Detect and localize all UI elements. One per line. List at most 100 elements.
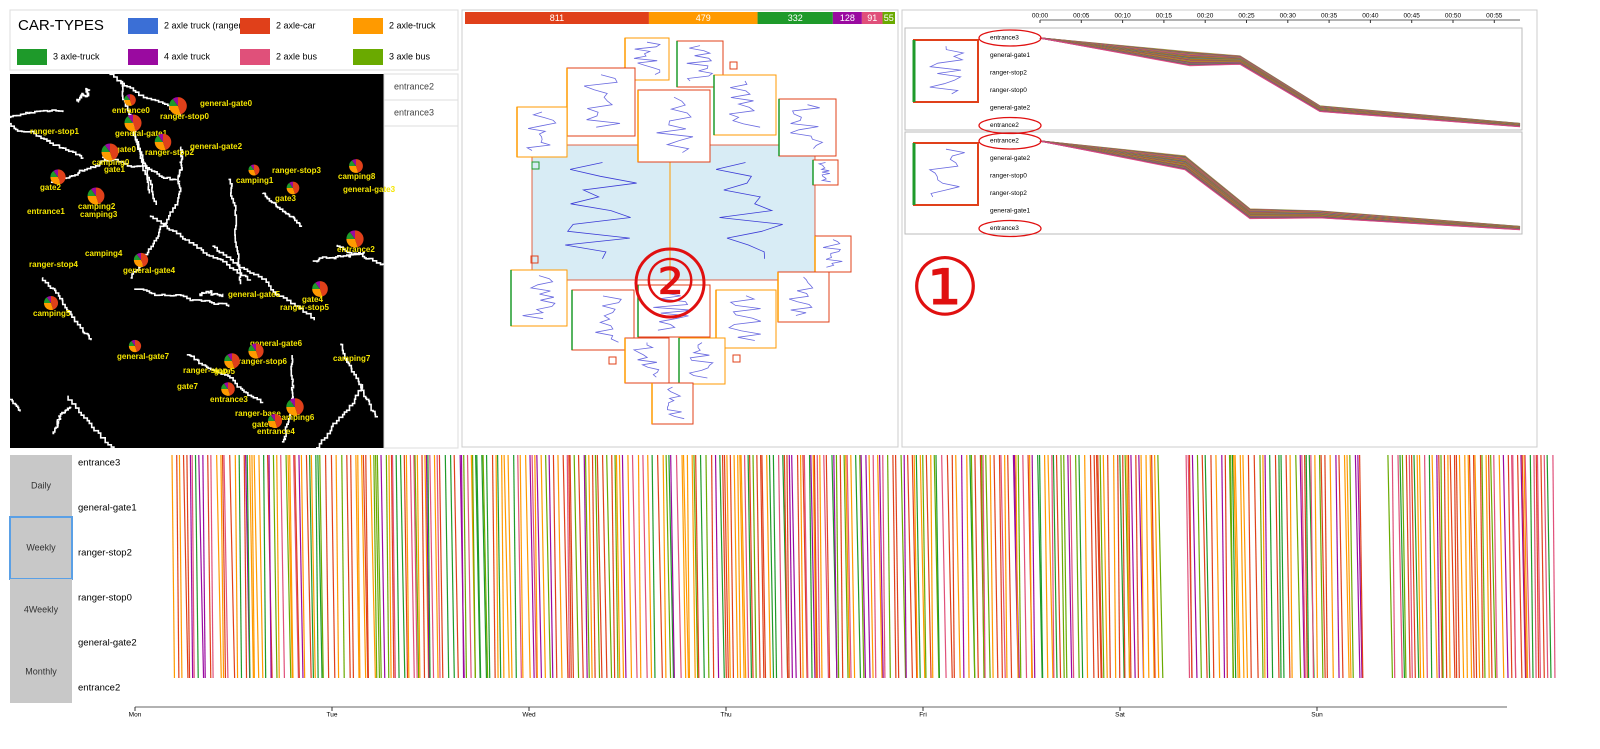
trip-line (220, 454, 225, 679)
trip-line (1299, 454, 1306, 679)
trip-line (360, 454, 367, 679)
trip-line (524, 454, 531, 679)
trip-line (930, 454, 934, 679)
trip-line (1329, 454, 1334, 679)
trip-line (843, 454, 849, 679)
map-pie-slice (224, 354, 232, 361)
map-pie-slice (51, 295, 59, 310)
trip-line (879, 454, 884, 679)
trip-line (276, 454, 280, 679)
trip-line (171, 454, 176, 679)
trip-line (1481, 454, 1486, 679)
mini-route (583, 74, 621, 128)
trip-line (670, 454, 675, 679)
side-list-item: entrance3 (394, 107, 434, 117)
legend-swatch (17, 49, 47, 65)
map-pie-slice (349, 166, 359, 173)
trip-line (346, 454, 351, 679)
trip-line (1416, 454, 1422, 679)
map-pie-slice (250, 164, 254, 170)
trip-line (998, 454, 1003, 679)
mode-button[interactable] (10, 641, 72, 703)
trip-line (993, 454, 999, 679)
map-label: camping2 (78, 202, 116, 211)
trip-line (1301, 454, 1306, 679)
map-label: ranger-stop5 (280, 303, 329, 312)
trip-line (438, 454, 444, 679)
map-label: general-gate0 (200, 99, 253, 108)
trip-line (405, 454, 410, 679)
trip-line (540, 454, 546, 679)
sequence-flow (1039, 37, 1521, 128)
trip-line (772, 454, 778, 679)
map-label: camping5 (33, 309, 71, 318)
map-pie-slice (254, 164, 260, 176)
map-pie-slice (320, 281, 328, 297)
trip-line (1401, 454, 1407, 679)
trip-line (536, 454, 543, 679)
trip-line (1031, 454, 1036, 679)
mini-route (656, 96, 694, 153)
trip-line (796, 454, 802, 679)
map-label: gate4 (302, 295, 323, 304)
trip-line (1453, 454, 1458, 679)
trip-line (376, 454, 382, 679)
mini-route (595, 295, 622, 343)
map-pie-slice (104, 143, 110, 152)
trip-line (395, 454, 400, 679)
trip-line (606, 454, 613, 679)
map-pie-slice (154, 142, 166, 151)
map-pie-slice (124, 116, 133, 123)
road (134, 288, 230, 307)
trip-line (1224, 454, 1228, 679)
trip-line (951, 454, 955, 679)
time-tick-label: 00:40 (1362, 13, 1379, 20)
trip-line (194, 454, 199, 679)
mode-button[interactable] (10, 579, 72, 641)
trip-line (176, 454, 180, 679)
mode-button[interactable] (10, 455, 72, 517)
sequence-location: general-gate2 (990, 155, 1030, 162)
trip-line (1410, 454, 1416, 679)
map-pie-slice (154, 135, 163, 142)
trip-line (955, 454, 961, 679)
day-label: Sun (1311, 712, 1323, 719)
sequence-location: ranger-stop2 (990, 70, 1027, 77)
trip-line (642, 454, 648, 679)
trip-line (825, 454, 831, 679)
mini-map (516, 106, 568, 158)
time-tick-label: 00:35 (1321, 13, 1338, 20)
map-label: general-gate2 (190, 142, 243, 151)
mini-map (713, 74, 777, 136)
trip-line (1320, 454, 1326, 679)
trip-line (903, 454, 907, 679)
trip-line (1037, 454, 1043, 679)
trip-line (989, 454, 994, 679)
trip-line (1418, 454, 1425, 679)
trip-line (933, 454, 940, 679)
trip-line (294, 454, 300, 679)
sequence-location: ranger-stop0 (990, 87, 1027, 94)
map-pie-slice (221, 383, 228, 389)
row-label: general-gate1 (78, 503, 137, 514)
trip-line (475, 454, 481, 679)
trip-line (584, 454, 590, 679)
trip-line (1443, 454, 1448, 679)
map-label: camping8 (338, 172, 376, 181)
content: 2 axle truck (ranger) 2 axle-car 2 axle-tr… (9, 12, 1556, 719)
map-pie-slice (251, 343, 256, 351)
trip-line (1343, 454, 1350, 679)
trip-line (1000, 454, 1006, 679)
mode-button[interactable] (9, 516, 73, 580)
trip-line (647, 454, 653, 679)
map-pie-slice (346, 232, 355, 239)
map-pie-slice (163, 133, 172, 150)
trip-line (182, 454, 189, 679)
map-label: ranger-stop4 (29, 260, 78, 269)
mini-map (678, 337, 726, 385)
trip-line (1274, 454, 1280, 679)
map-label: gate7 (177, 382, 198, 391)
trip-line (1521, 454, 1527, 679)
trip-line (919, 454, 926, 679)
map-label: entrance0 (112, 106, 150, 115)
